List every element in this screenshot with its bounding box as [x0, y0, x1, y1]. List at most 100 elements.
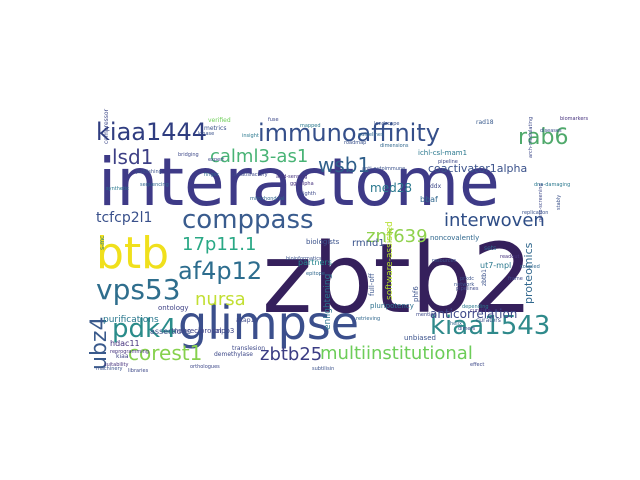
word-znf639: znf639	[366, 226, 428, 247]
word-dimensions: dimensions	[380, 143, 409, 149]
word-zbtb25: zbtb25	[260, 344, 322, 365]
word-compressor: compressor	[103, 108, 110, 144]
word-bridging: bridging	[178, 152, 199, 158]
word-rmnd1: rmnd1	[352, 238, 385, 249]
word-tcfcp2l1: tcfcp2l1	[96, 210, 152, 226]
word-sets: sets	[484, 245, 496, 252]
word-phf6: phf6	[412, 286, 420, 302]
word-publishing: publishing	[136, 169, 162, 175]
word-curation: curation	[470, 308, 491, 314]
word-readout: readout	[500, 254, 519, 260]
word-unbiased: unbiased	[404, 334, 436, 342]
word-17p11-1: 17p11.1	[182, 234, 256, 255]
word-biologists: biologists	[306, 238, 340, 246]
word-rad18: rad18	[476, 119, 494, 126]
word-ddx: ddx	[430, 183, 442, 190]
word-kinase: kinase	[198, 131, 214, 137]
word-epitope: epitope	[306, 271, 325, 277]
word-metrics: metrics	[204, 125, 226, 132]
word-depending: depending	[462, 304, 489, 310]
word-machinery: machinery	[96, 366, 123, 372]
word-verified: verified	[208, 117, 231, 124]
word-s-mc: s-mc	[99, 236, 106, 250]
word-hdac11: hdac11	[110, 339, 140, 348]
word-mention: mention	[416, 312, 437, 318]
word-pipelines: pipelines	[456, 286, 479, 292]
word-retrieving: retrieving	[356, 316, 380, 322]
word-gene-screening: gene-screening	[538, 183, 544, 222]
word-coactivator1alpha: coactivator1alpha	[428, 162, 527, 175]
word-sequencing: sequencing	[140, 182, 169, 188]
word-ontology: ontology	[158, 304, 189, 312]
word-interwoven: interwoven	[444, 210, 545, 231]
word-prkdc: prkdc	[460, 276, 474, 282]
word-biomarkers: biomarkers	[560, 116, 588, 122]
word-nonreciprocal: nonreciprocal	[174, 327, 222, 335]
word-comppass: comppass	[182, 205, 314, 235]
word-wsb1: wsb1	[318, 153, 370, 177]
word-frame: frame	[508, 276, 523, 282]
word-reprogramming: reprogramming	[110, 349, 149, 355]
word-enlightening: enlightening	[323, 274, 333, 330]
word-finger: finger	[204, 172, 220, 178]
word-expert: expert	[208, 157, 224, 163]
word-immunoaffinity: immunoaffinity	[258, 119, 440, 147]
word-eighth: eighth	[300, 191, 316, 197]
word-kiaa: kiaa	[116, 353, 129, 360]
word-ggrlalpha: ggrlalpha	[290, 181, 314, 187]
word-arch-modulating: arch-modulating	[528, 117, 534, 158]
word-med28: med28	[370, 181, 412, 195]
word-vps53: vps53	[96, 273, 181, 306]
word-dimers: dimers	[458, 326, 476, 332]
word-af4p12: af4p12	[178, 257, 262, 285]
word-orthologues: orthologues	[190, 364, 220, 370]
word-pluripotency: pluripotency	[370, 302, 414, 310]
word-partners: partners	[298, 258, 332, 267]
word-helix: helix	[450, 321, 462, 327]
word-mitochondrial: mitochondrial	[250, 196, 285, 202]
word-purifications: purifications	[103, 315, 159, 325]
word-zbtb2: zbtb2	[262, 223, 533, 335]
word-full-off: full-off	[368, 273, 376, 296]
word-suitability: suitability	[104, 362, 128, 368]
word-proteomics: proteomics	[522, 242, 535, 304]
word-ut7-mpl: ut7-mpl	[480, 261, 511, 270]
word-roadmap: roadmap	[344, 140, 366, 146]
word-landscape: landscape	[374, 121, 399, 127]
word-dna-damaging: dna-damaging	[534, 182, 570, 188]
word-software-assisted: software-assisted	[385, 221, 395, 300]
word-nursa: nursa	[195, 289, 246, 310]
word-ichl-csl-mam1: ichl-csl-mam1	[418, 149, 467, 157]
word-multiinstitutional: multiinstitutional	[320, 343, 473, 364]
word-bioinformatics: bioinformatics	[286, 256, 322, 262]
word-anti-autoimmune: anti-autoimmune	[362, 166, 405, 172]
word-calml3-as1: calml3-as1	[210, 146, 308, 167]
word-coupled: coupled	[520, 264, 540, 270]
word-libraries: libraries	[128, 368, 149, 374]
word-glimpse: glimpse	[178, 296, 359, 350]
word-effect: effect	[470, 362, 484, 368]
word-demethylase: demethylase	[214, 351, 253, 358]
word-interactome: interactome	[98, 144, 500, 221]
word-diseases: diseases	[540, 128, 562, 134]
word-pdk4: pdk4	[112, 314, 177, 344]
word-noncovalently: noncovalently	[430, 234, 479, 242]
word-assertions: assertions	[150, 327, 191, 336]
word-curators: curators	[476, 317, 501, 324]
word-fuse: fuse	[268, 117, 279, 123]
word-akap12: akap12	[236, 317, 258, 324]
word-rab6: rab6	[518, 125, 569, 150]
word-replication: replication	[522, 210, 548, 216]
word-subtilisin: subtilisin	[312, 366, 334, 372]
word-anticorrelation: anticorrelation	[430, 307, 517, 321]
word-corest1: corest1	[128, 341, 202, 365]
word-acid-sensing: acid-sensing	[276, 174, 307, 180]
word-kiaa1543: kiaa1543	[430, 311, 550, 341]
word-network: network	[454, 282, 474, 288]
word-pipeline: pipeline	[438, 159, 458, 165]
word-translesion: translesion	[232, 345, 265, 352]
word-synthetic: synthetic	[106, 186, 129, 192]
word-resources: resources	[432, 258, 457, 264]
word-tnpo3: tnpo3	[214, 327, 234, 335]
